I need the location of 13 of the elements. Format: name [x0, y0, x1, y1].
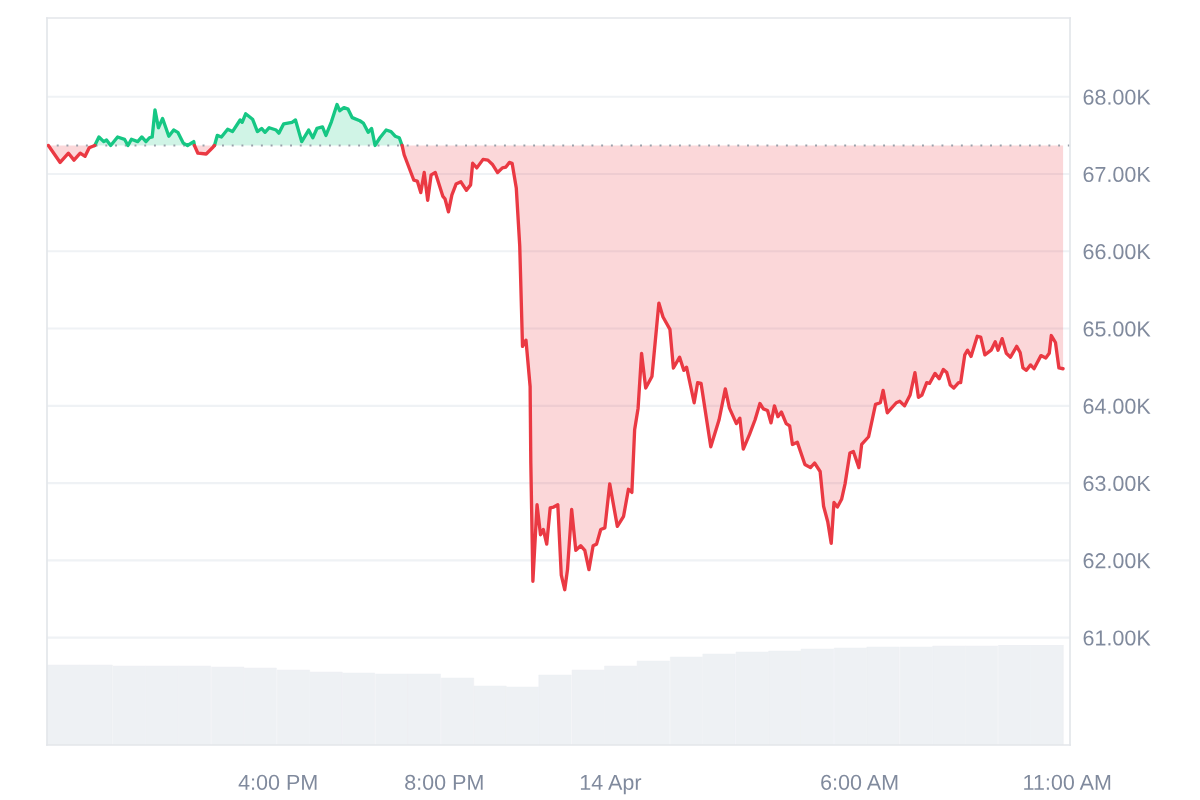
y-tick-label: 65.00K	[1083, 321, 1151, 337]
y-tick-label: 67.00K	[1083, 166, 1151, 183]
y-tick-label: 61.00K	[1083, 630, 1151, 646]
y-tick-label: 63.00K	[1083, 475, 1151, 492]
x-tick-label: 14 Apr	[580, 774, 642, 795]
x-tick-label: 8:00 PM	[405, 774, 483, 790]
y-tick-label: 62.00K	[1083, 553, 1151, 569]
y-tick-label: 68.00K	[1083, 89, 1151, 105]
y-tick-label: 66.00K	[1083, 244, 1151, 260]
y-tick-label: 64.00K	[1083, 398, 1151, 414]
x-tick-label: 6:00 AM	[821, 774, 898, 790]
x-tick-label: 11:00 AM	[1024, 774, 1111, 790]
x-tick-label: 4:00 PM	[238, 774, 317, 790]
